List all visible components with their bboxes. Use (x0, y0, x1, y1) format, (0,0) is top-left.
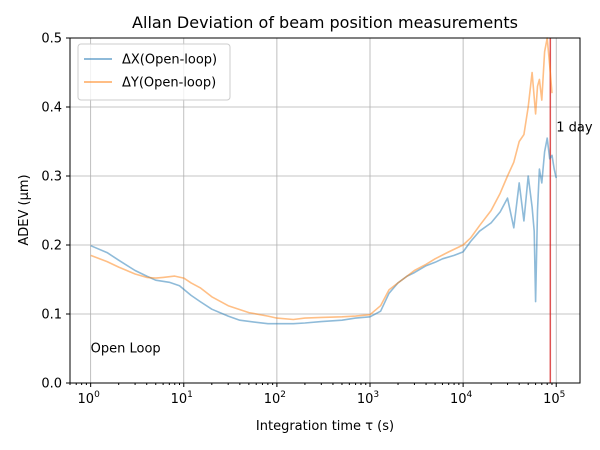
x-axis-label: Integration time τ (s) (256, 419, 394, 434)
series-line-dy (90, 37, 553, 321)
legend-label: ΔX(Open-loop) (122, 53, 217, 68)
y-tick-label: 0.5 (41, 32, 62, 47)
x-tick-label: 104 (450, 390, 473, 407)
x-tick-label: 103 (357, 390, 379, 407)
annotation-one-day: 1 day (556, 121, 593, 136)
x-tick-label: 101 (171, 390, 193, 407)
annotations: 1 day Open Loop (91, 121, 593, 357)
y-axis: 0.0 0.1 0.2 0.3 0.4 0.5 (41, 32, 70, 392)
y-tick-label: 0.1 (41, 308, 62, 323)
chart-title: Allan Deviation of beam position measure… (132, 13, 518, 32)
y-axis-label: ADEV (μm) (17, 174, 32, 245)
series-lines (90, 37, 557, 325)
legend: ΔX(Open-loop) ΔY(Open-loop) (77, 43, 231, 101)
x-tick-label: 105 (543, 390, 565, 407)
annotation-open-loop: Open Loop (91, 342, 161, 357)
series-line-dx (90, 137, 557, 325)
y-tick-label: 0.0 (41, 377, 62, 392)
x-tick-label: 100 (78, 390, 101, 407)
legend-label: ΔY(Open-loop) (122, 76, 216, 91)
y-tick-label: 0.2 (41, 239, 62, 254)
plot-frame (69, 37, 581, 384)
x-tick-label: 102 (264, 390, 286, 407)
y-tick-label: 0.3 (41, 170, 62, 185)
legend-box (77, 43, 231, 101)
x-axis: 100 101 102 103 104 105 (69, 383, 565, 407)
y-tick-label: 0.4 (41, 101, 62, 116)
